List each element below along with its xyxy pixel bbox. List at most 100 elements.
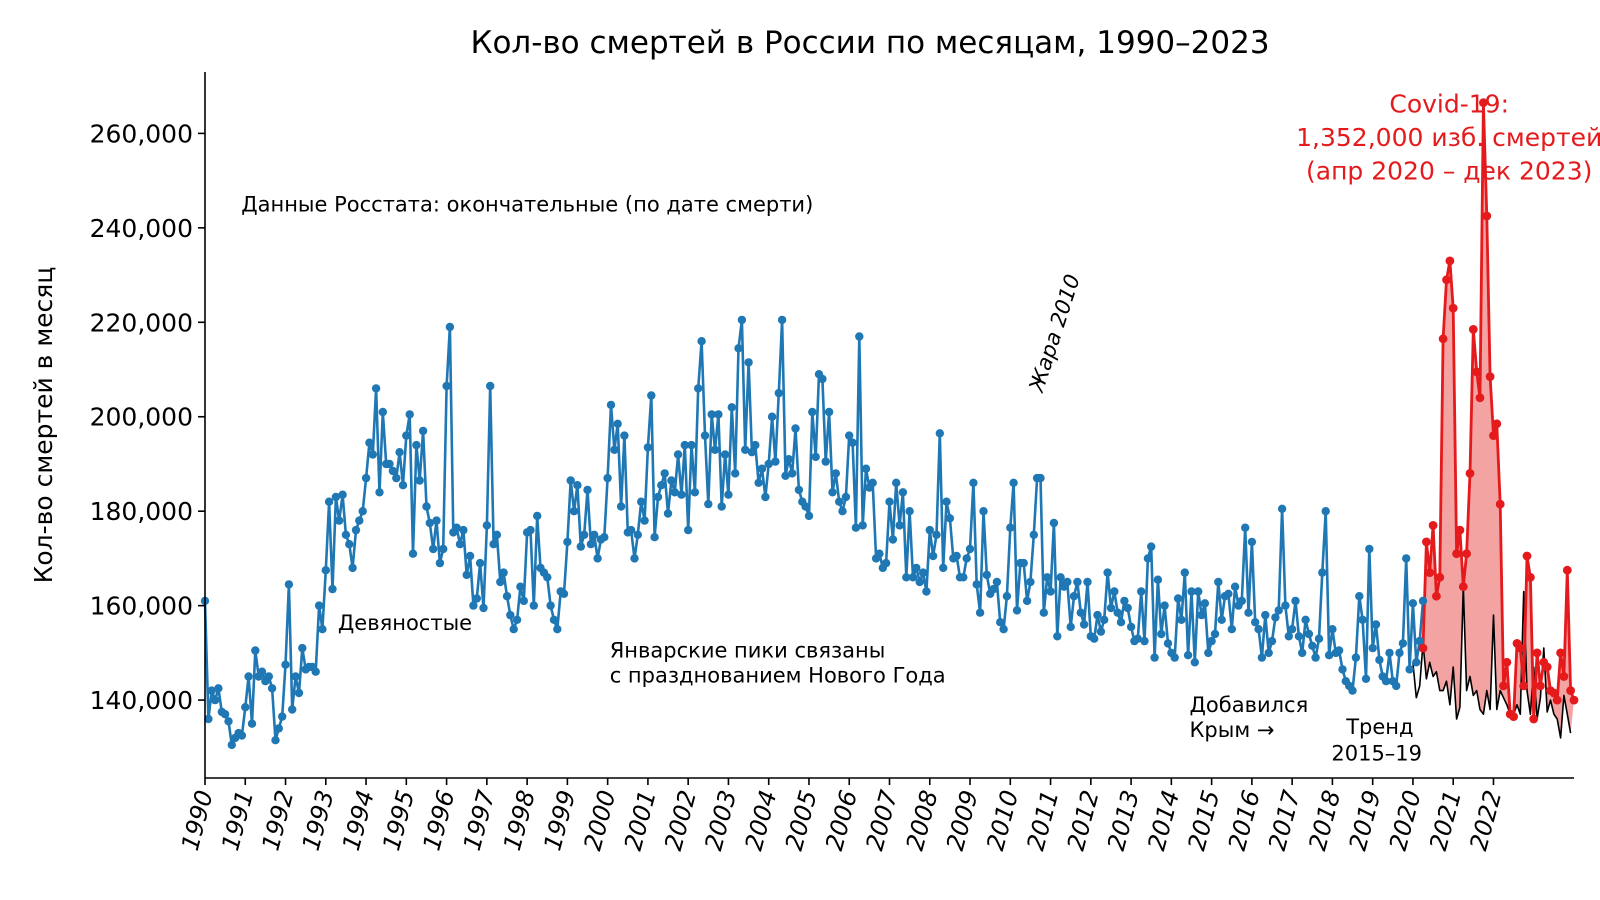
main-data-point: [962, 554, 971, 563]
main-data-point: [784, 455, 793, 464]
covid-data-point: [1532, 648, 1542, 658]
main-data-point: [335, 516, 344, 525]
covid-data-point: [1452, 549, 1461, 559]
main-data-point: [767, 412, 777, 421]
main-data-point: [1204, 648, 1213, 658]
main-data-point: [912, 563, 921, 573]
main-data-point: [586, 540, 596, 549]
main-data-point: [704, 499, 713, 509]
main-data-point: [915, 577, 924, 587]
main-data-point: [1264, 648, 1273, 658]
main-data-point: [1207, 636, 1216, 646]
main-data-point: [1281, 601, 1290, 610]
main-data-point: [445, 322, 455, 332]
covid-data-point: [1549, 688, 1559, 698]
main-data-point: [395, 448, 404, 457]
covid-data-point: [1458, 582, 1468, 592]
main-data-point: [267, 684, 277, 693]
main-data-point: [653, 492, 663, 502]
main-data-point: [378, 407, 387, 417]
main-data-point: [1012, 606, 1022, 615]
covid-data-point: [1472, 367, 1482, 377]
main-data-point: [720, 450, 730, 459]
main-data-point: [1170, 653, 1179, 662]
main-data-point: [506, 610, 515, 620]
main-data-point: [794, 485, 804, 495]
main-data-point: [697, 337, 706, 346]
main-data-point: [1375, 655, 1384, 665]
main-data-point: [1133, 634, 1143, 643]
y-tick-label: 160,000: [90, 592, 193, 621]
main-data-point: [647, 391, 656, 400]
main-data-point: [1247, 537, 1257, 547]
covid-data-point: [1502, 657, 1512, 667]
main-data-point: [1160, 601, 1169, 610]
main-data-point: [1371, 620, 1381, 629]
covid-series-line: [1421, 101, 1576, 721]
main-data-point: [838, 507, 847, 516]
main-data-point: [1039, 608, 1049, 617]
covid-data-point: [1509, 712, 1518, 721]
annotation-nineties: Девяностые: [338, 611, 472, 635]
main-data-point: [247, 719, 257, 728]
main-data-point: [1120, 596, 1129, 606]
main-data-point: [569, 507, 579, 516]
main-data-point: [922, 587, 931, 596]
main-data-point: [1073, 577, 1082, 587]
main-data-point: [828, 488, 837, 497]
main-data-point: [1257, 653, 1267, 662]
main-data-point: [573, 481, 582, 490]
main-data-point: [761, 492, 770, 502]
main-data-point: [1277, 504, 1287, 513]
main-data-point: [549, 615, 559, 624]
main-data-point: [1321, 507, 1330, 516]
main-data-point: [925, 525, 934, 535]
main-data-point: [928, 551, 938, 561]
main-data-point: [989, 584, 998, 594]
main-data-point: [663, 509, 673, 518]
main-data-point: [979, 507, 988, 516]
main-data-point: [667, 476, 676, 485]
main-data-point: [271, 736, 280, 745]
main-data-point: [1083, 577, 1092, 587]
main-data-point: [502, 592, 512, 601]
covid-data-point: [1438, 334, 1448, 344]
main-data-point: [1036, 473, 1045, 483]
main-data-point: [868, 478, 877, 487]
main-data-point: [771, 457, 780, 466]
main-data-point: [1116, 618, 1126, 627]
main-data-point: [566, 476, 575, 485]
main-data-point: [643, 443, 653, 452]
main-data-point: [583, 485, 592, 495]
covid-data-point: [1559, 672, 1569, 681]
main-data-point: [1254, 625, 1263, 634]
chart-title: Кол-во смертей в России по месяцам, 1990…: [470, 25, 1269, 61]
main-data-point: [388, 466, 398, 476]
main-data-point: [365, 438, 374, 447]
main-data-point: [1328, 625, 1337, 634]
main-data-point: [851, 523, 861, 532]
covid-data-point: [1482, 211, 1492, 221]
covid-data-point: [1418, 643, 1428, 653]
main-data-point: [1241, 523, 1250, 532]
main-data-point: [311, 667, 320, 676]
covid-data-point: [1422, 537, 1431, 547]
main-data-point: [439, 544, 448, 554]
main-data-point: [1096, 627, 1106, 636]
main-data-point: [1194, 587, 1203, 596]
main-data-point: [1123, 603, 1132, 613]
main-data-point: [650, 533, 659, 542]
main-data-point: [1412, 658, 1421, 667]
main-data-point: [892, 478, 901, 487]
main-data-point: [422, 502, 431, 511]
main-data-point: [415, 476, 424, 485]
main-data-point: [600, 533, 609, 542]
main-data-point: [1079, 620, 1089, 629]
series-markers: [200, 98, 1579, 750]
main-data-point: [341, 530, 351, 539]
annotation-crimea1: Добавился: [1190, 693, 1309, 717]
main-data-point: [1267, 636, 1277, 646]
main-data-point: [1197, 610, 1206, 620]
main-data-point: [1200, 599, 1210, 608]
main-data-point: [1408, 599, 1418, 608]
